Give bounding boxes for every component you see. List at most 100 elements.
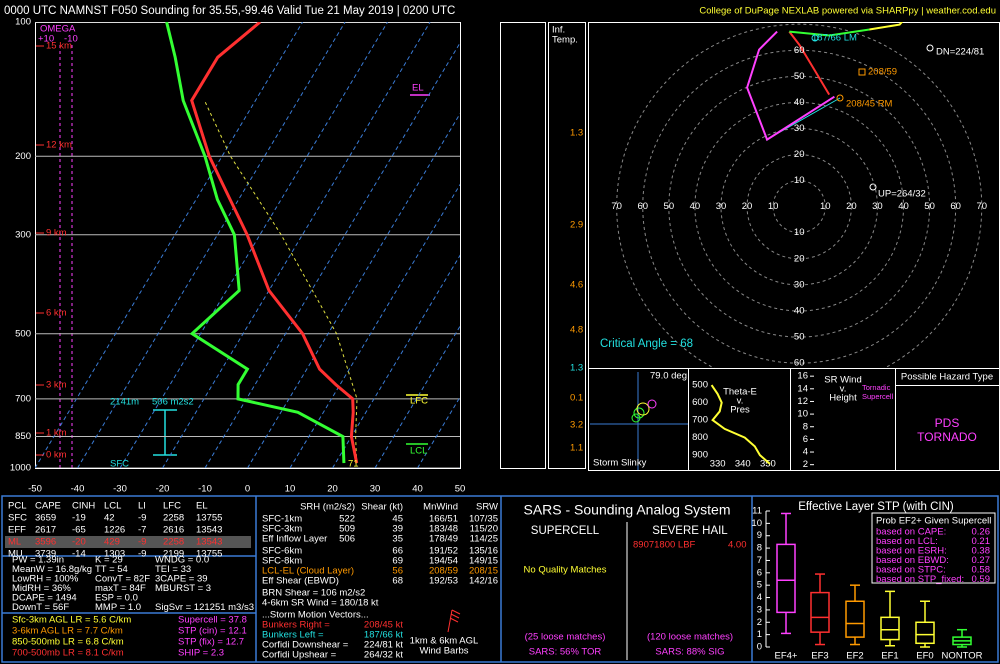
inf-temp-value: 3.2 [570,420,583,431]
omega-lines [59,45,73,468]
hazard-type: TORNADO [917,430,977,444]
parcel-cell: MU [8,549,23,560]
sars-hail-size: 4.00 [728,540,747,551]
stp-ytick: 1 [757,629,762,640]
header-title: 0000 UTC NAMNST F050 Sounding for 35.55,… [4,5,455,17]
kinematic-value: 35 [392,534,403,545]
omega-tick: +10 [38,34,54,45]
parcel-cell: 3596 [35,537,56,548]
hodo-tick-label: 30 [794,123,805,134]
index-value: LowRH = 100% [12,574,79,585]
parcel-cell: -9 [138,513,146,524]
prob-box [871,512,996,584]
parcel-cell: -19 [72,513,86,524]
inf-temp-value: 1.1 [570,443,583,454]
stp-category: EF3 [811,651,828,662]
parcel-cell: 1303 [104,549,125,560]
mean-wind-label: 208/59 [868,67,897,78]
prob-value: 0.38 [972,546,991,557]
kinematic-value: 208/15 [469,566,498,577]
storm-motion-value: 208/45 kt [364,620,403,631]
kinematic-value: 68 [392,576,403,587]
inf-temp-title: Inf. [552,25,565,36]
dn-label: DN=224/81 [936,47,984,58]
prob-value: 0.59 [972,574,991,585]
parcel-cell: -7 [138,525,146,536]
index-value: WNDG = 0.0 [155,555,209,566]
sr-wind-ytick: 8 [803,421,808,432]
sars-no-match: No Quality Matches [524,565,607,576]
row-highlight [5,536,251,548]
index-value: TT = 54 [95,564,128,575]
temperature-tick-label: 30 [370,484,381,495]
stp-ytick: 5 [757,580,762,591]
pressure-tick-label: 1000 [10,463,31,474]
height-label: 12 km [46,140,72,151]
sr-wind-ytick: 4 [803,447,808,458]
lapse-rate: 700-500mb LR = 8.1 C/km [12,648,124,659]
slinky-angle: 79.0 deg [650,371,687,382]
parcel-header: CAPE [35,501,61,512]
kinematic-value: 107/35 [469,514,498,525]
parcel-cell: -65 [72,525,86,536]
prob-label: based on CAPE: [876,527,946,538]
sfc-temp-label: 71 [348,459,359,470]
index-value: DownT = 56F [12,602,69,613]
parcel-cell: 13755 [196,549,222,560]
parcel-cell: 13755 [196,513,222,524]
barbs-caption: Wind Barbs [419,646,468,657]
stp-category: EF4+ [775,651,798,662]
kinematic-value: 149/15 [469,556,498,567]
group [35,22,460,468]
barbs-caption: 1km & 6km AGL [410,636,479,647]
kinematic-value: 191/52 [429,546,458,557]
hodo-tick-label: 40 [794,305,805,316]
stp-ytick: 3 [757,604,762,615]
stp-ytick: 6 [757,567,762,578]
isotherm [204,42,460,468]
temperature-tick-label: 10 [285,484,296,495]
parcel-cell: -9 [138,549,146,560]
lcl-label: LCL [410,446,427,457]
sr-wind-band-label: Tornadic [862,383,891,392]
hodo-tick-label: 30 [872,201,883,212]
lm-label: 187/66 LM [812,33,857,44]
sr-wind-title: SR Wind [824,375,861,386]
stp-category: EF0 [916,651,933,662]
theta-e-ytick: 600 [692,397,708,408]
temperature-tick-label: 0 [245,484,250,495]
hodo-tick-label: 10 [820,201,831,212]
hodo-tick-label: 70 [976,201,987,212]
kinematic-value: 183/48 [429,524,458,535]
kinematic-line: BRN Shear = 106 m2/s2 [262,588,365,599]
storm-motion-value: 264/32 kt [364,650,403,661]
prob-label: based on LCL: [876,536,938,547]
inf-temp-value: 0.1 [570,393,583,404]
kinematic-value: 208/59 [429,566,458,577]
index-value: SigSvr = 121251 m3/s3 [155,602,254,613]
kinematic-row-label: SFC-1km [262,514,302,525]
hodo-tick-label: 60 [637,201,648,212]
stp-title: Effective Layer STP (with CIN) [798,501,954,513]
prob-value: 0.27 [972,555,991,566]
hodo-tick-label: 60 [950,201,961,212]
sars-title: SARS - Sounding Analog System [523,502,730,518]
hodo-tick-label: 50 [794,331,805,342]
hodo-tick-label: 60 [794,357,805,368]
lapse-rate: 3-6km AGL LR = 7.7 C/km [12,626,123,637]
sr-wind-ytick: 6 [803,434,808,445]
hodo-ring [642,49,957,364]
box [915,621,935,645]
theta-e-ytick: 500 [692,380,708,391]
height-label: 15 km [46,41,72,52]
prob-label: based on EBWD: [876,555,949,566]
composite-index: Supercell = 37.8 [178,615,247,626]
parcel-cell: 3739 [35,549,56,560]
hazard-title: Possible Hazard Type [901,372,993,383]
hodo-tick-label: 50 [794,71,805,82]
pressure-tick-label: 100 [15,17,31,28]
storm-motion-title: ...Storm Motion Vectors... [262,610,369,621]
temperature-tick-label: 50 [455,484,466,495]
isotherm [77,22,346,468]
index-value: 3CAPE = 39 [155,574,208,585]
